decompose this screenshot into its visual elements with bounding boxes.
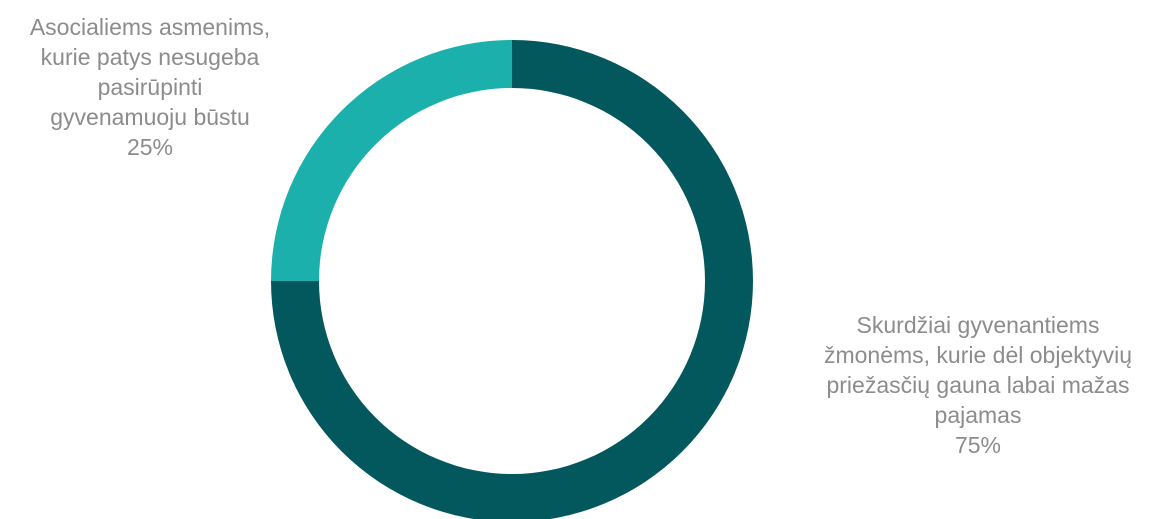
donut-slice-asocial — [271, 40, 512, 281]
slice-label-line: Skurdžiai gyvenantiems — [856, 312, 1100, 338]
slice-label-line: kurie patys nesugeba — [40, 44, 260, 70]
slice-label-line: pajamas — [934, 402, 1022, 428]
slice-label-line: priežasčių gauna labai mažas — [826, 372, 1130, 398]
slice-value-label: 75% — [954, 432, 1002, 458]
donut-slices — [271, 40, 753, 519]
slice-label-poor: Skurdžiai gyvenantiems žmonėms, kurie dė… — [768, 310, 1154, 460]
slice-label-line: pasirūpinti — [97, 74, 203, 100]
slice-value-label: 25% — [126, 134, 174, 160]
slice-label-line: Asocialiems asmenims, — [29, 14, 271, 40]
slice-label-line: žmonėms, kurie dėl objektyvių — [823, 342, 1133, 368]
slice-label-line: gyvenamuoju būstu — [50, 104, 250, 130]
slice-label-asocial: Asocialiems asmenims, kurie patys nesuge… — [0, 12, 300, 162]
